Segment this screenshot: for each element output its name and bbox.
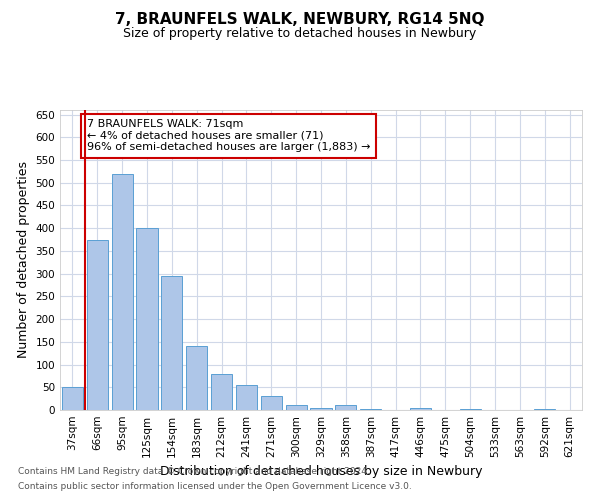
- Bar: [360, 408, 381, 410]
- Bar: [62, 388, 83, 410]
- Text: 7, BRAUNFELS WALK, NEWBURY, RG14 5NQ: 7, BRAUNFELS WALK, NEWBURY, RG14 5NQ: [115, 12, 485, 28]
- Bar: [534, 409, 555, 410]
- Text: Contains HM Land Registry data © Crown copyright and database right 2024.: Contains HM Land Registry data © Crown c…: [18, 467, 370, 476]
- Bar: [410, 408, 431, 410]
- Bar: [335, 404, 356, 410]
- Bar: [161, 276, 182, 410]
- Bar: [236, 385, 257, 410]
- Text: Contains public sector information licensed under the Open Government Licence v3: Contains public sector information licen…: [18, 482, 412, 491]
- Text: 7 BRAUNFELS WALK: 71sqm
← 4% of detached houses are smaller (71)
96% of semi-det: 7 BRAUNFELS WALK: 71sqm ← 4% of detached…: [86, 119, 370, 152]
- Bar: [112, 174, 133, 410]
- Bar: [310, 408, 332, 410]
- X-axis label: Distribution of detached houses by size in Newbury: Distribution of detached houses by size …: [160, 466, 482, 478]
- Bar: [211, 374, 232, 410]
- Bar: [87, 240, 108, 410]
- Y-axis label: Number of detached properties: Number of detached properties: [17, 162, 30, 358]
- Bar: [261, 396, 282, 410]
- Text: Size of property relative to detached houses in Newbury: Size of property relative to detached ho…: [124, 28, 476, 40]
- Bar: [460, 408, 481, 410]
- Bar: [286, 404, 307, 410]
- Bar: [136, 228, 158, 410]
- Bar: [186, 346, 207, 410]
